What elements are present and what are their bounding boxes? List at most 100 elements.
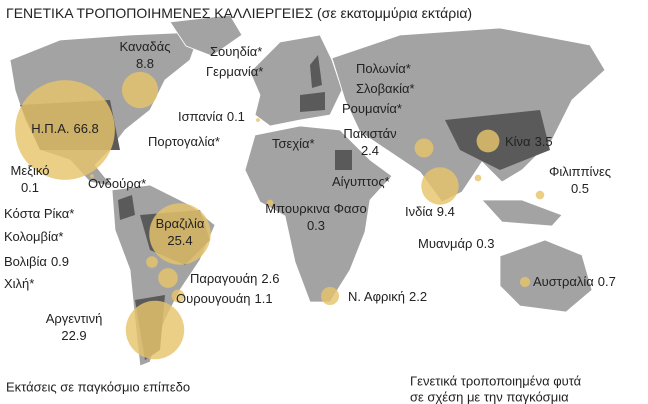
country-label: Πολωνία* — [356, 61, 411, 76]
country-label: Ν. Αφρική 2.2 — [348, 289, 427, 304]
country-name: Κολομβία* — [4, 229, 63, 244]
footer-right: σε σχέση με την παγκόσμια — [410, 389, 569, 404]
country-name: Μπουρκινα Φασο — [265, 201, 367, 216]
europe — [249, 34, 343, 127]
country-value: 3.5 — [535, 134, 553, 149]
asia — [331, 27, 606, 203]
country-label: Γερμανία* — [206, 64, 263, 79]
country-name: Πορτογαλία* — [148, 134, 220, 149]
greenland — [169, 14, 243, 57]
country-label: Βραζιλία 25.4 — [156, 216, 205, 248]
country-name: Αργεντινή — [46, 311, 103, 326]
country-name: Παραγουάη — [190, 271, 257, 286]
area-bubble — [421, 167, 459, 205]
country-value: 0.3 — [307, 218, 325, 233]
country-value: 2.4 — [361, 143, 379, 158]
area-bubble — [535, 190, 545, 200]
gm-country — [118, 195, 135, 220]
area-bubble — [476, 129, 500, 153]
country-label: Ουρουγουάη 1.1 — [176, 291, 273, 306]
country-name: Αίγυπτος* — [332, 174, 390, 189]
footer-right: Γενετικά τροποποιημένα φυτά — [410, 373, 582, 388]
country-name: Ρουμανία* — [342, 101, 402, 116]
area-bubble — [171, 289, 185, 303]
country-name: Τσεχία* — [272, 136, 315, 151]
area-bubble — [90, 174, 94, 178]
bubbles — [15, 71, 545, 360]
country-label: Κολομβία* — [4, 229, 63, 244]
footer-left: Εκτάσεις σε παγκόσμιο επίπεδο — [6, 379, 190, 394]
country-name: Πακιστάν — [343, 126, 396, 141]
country-value: 66.8 — [73, 121, 98, 136]
country-value: 0.3 — [476, 236, 494, 251]
country-name: Ισπανία — [178, 109, 223, 124]
country-name: Κίνα — [505, 134, 531, 149]
country-name: Γερμανία* — [206, 64, 263, 79]
country-name: Ουρουγουάη — [176, 291, 251, 306]
country-label: Μεξικό 0.1 — [11, 163, 50, 195]
country-value: 2.6 — [261, 271, 279, 286]
country-name: Μυανμάρ — [418, 236, 472, 251]
africa — [244, 125, 393, 303]
country-name: Ν. Αφρική — [348, 289, 405, 304]
country-label: Πορτογαλία* — [148, 134, 220, 149]
country-label: Σλοβακία* — [356, 81, 415, 96]
country-label: Κόστα Ρίκα* — [4, 206, 74, 221]
country-label: Ισπανία 0.1 — [178, 109, 245, 124]
country-name: Χιλή* — [4, 276, 34, 291]
country-label: Κίνα 3.5 — [505, 134, 553, 149]
country-label: Ινδία 9.4 — [405, 204, 455, 219]
country-name: Βολιβία — [4, 254, 47, 269]
area-bubble — [414, 138, 434, 158]
subtitle: (σε εκατομμύρια εκτάρια) — [317, 5, 472, 21]
country-label: Βολιβία 0.9 — [4, 254, 69, 269]
country-name: Καναδάς — [119, 39, 170, 54]
country-name: Η.Π.Α. — [31, 121, 69, 136]
gm-country — [300, 92, 325, 112]
country-name: Αυστραλία — [533, 274, 594, 289]
country-label: Καναδάς 8.8 — [119, 39, 170, 71]
country-value: 0.5 — [571, 181, 589, 196]
country-value: 2.2 — [409, 289, 427, 304]
country-value: 0.7 — [598, 274, 616, 289]
area-bubble — [256, 118, 260, 122]
country-label: Πακιστάν 2.4 — [343, 126, 396, 158]
area-bubble — [146, 256, 158, 268]
area-bubble — [121, 71, 159, 109]
se-asia-islands — [481, 199, 563, 227]
area-bubble — [266, 199, 274, 207]
country-name: Κόστα Ρίκα* — [4, 206, 74, 221]
gm-country — [335, 150, 352, 170]
country-label: Χιλή* — [4, 276, 34, 291]
country-name: Ινδία — [405, 204, 433, 219]
country-name: Σλοβακία* — [356, 81, 415, 96]
area-bubble — [474, 174, 482, 182]
country-name: Σουηδία* — [210, 44, 262, 59]
country-label: Η.Π.Α. 66.8 — [31, 121, 99, 136]
area-bubble — [158, 268, 178, 288]
country-value: 22.9 — [61, 328, 86, 343]
area-bubble — [149, 203, 211, 265]
country-name: Μεξικό — [11, 163, 50, 178]
country-name: Ονδούρα* — [88, 176, 146, 191]
country-label: Τσεχία* — [272, 136, 315, 151]
country-name: Φιλιππίνες — [549, 164, 611, 179]
area-bubble — [125, 300, 185, 360]
country-label: Σουηδία* — [210, 44, 262, 59]
country-label: Φιλιππίνες 0.5 — [549, 164, 611, 196]
country-label: Αυστραλία 0.7 — [533, 274, 616, 289]
area-bubble — [15, 80, 115, 180]
gm-country — [310, 55, 322, 88]
country-value: 25.4 — [167, 233, 192, 248]
country-label: Αίγυπτος* — [332, 174, 390, 189]
labels: Καναδάς 8.8 Η.Π.Α. 66.8 Μεξικό 0.1 Ονδούρα* Κόσ… — [4, 39, 616, 343]
country-label: Μπουρκινα Φασο 0.3 — [265, 201, 367, 233]
country-label: Ονδούρα* — [88, 176, 146, 191]
area-bubble — [320, 286, 340, 306]
title-main: ΓΕΝΕΤΙΚΑ ΤΡΟΠΟΠΟΙΗΜΕΝΕΣ ΚΑΛΛΙΕΡΓΕΙΕΣ — [6, 5, 313, 21]
country-value: 9.4 — [437, 204, 455, 219]
country-value: 0.1 — [227, 109, 245, 124]
country-value: 8.8 — [136, 56, 154, 71]
country-label: Μυανμάρ 0.3 — [418, 236, 494, 251]
